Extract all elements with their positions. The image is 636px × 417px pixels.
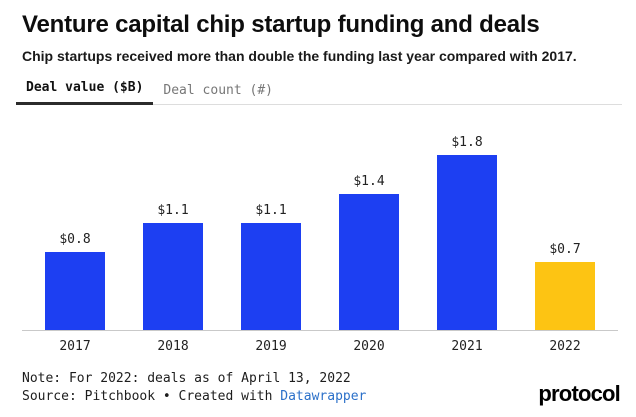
x-axis-label-2020: 2020 [353,339,385,354]
chart-note: Note: For 2022: deals as of April 13, 20… [22,371,351,386]
bar-value-label: $0.8 [59,232,91,247]
bar-2022[interactable] [534,262,596,330]
protocol-logo: protocol [538,381,620,406]
x-axis-label-2021: 2021 [451,339,483,354]
x-axis-label-2017: 2017 [59,339,91,354]
bar-column-2018: $1.1 [124,203,222,330]
x-axis-label-2019: 2019 [255,339,287,354]
x-axis-label-2018: 2018 [157,339,189,354]
tab-deal-value[interactable]: Deal value ($B) [16,75,154,105]
bar-column-2020: $1.4 [320,174,418,330]
bar-column-2021: $1.8 [418,135,516,330]
x-axis-label-2022: 2022 [549,339,581,354]
chart-footer: Note: For 2022: deals as of April 13, 20… [22,370,618,406]
chart-source: Source: Pitchbook • Created with Datawra… [22,388,618,406]
bar-2019[interactable] [240,223,302,330]
bar-2021[interactable] [436,155,498,330]
chart-subtitle: Chip startups received more than double … [22,48,577,64]
bar-value-label: $1.1 [157,203,189,218]
bar-value-label: $1.8 [451,135,483,150]
bar-2017[interactable] [44,252,106,330]
x-axis-labels: 2017 2018 2019 2020 2021 2022 [22,339,618,354]
bar-chart: $0.8 $1.1 $1.1 $1.4 $1.8 $0.7 [22,119,618,331]
datawrapper-link[interactable]: Datawrapper [280,389,367,404]
bar-column-2022: $0.7 [516,242,614,330]
source-text: Source: Pitchbook • Created with [22,389,281,404]
bar-column-2017: $0.8 [26,232,124,330]
bar-column-2019: $1.1 [222,203,320,330]
page-title: Venture capital chip startup funding and… [22,11,540,38]
bar-value-label: $0.7 [549,242,581,257]
bar-2020[interactable] [338,194,400,330]
tab-deal-count[interactable]: Deal count (#) [163,83,273,98]
bar-2018[interactable] [142,223,204,330]
bar-value-label: $1.1 [255,203,287,218]
bar-value-label: $1.4 [353,174,385,189]
tab-bar: Deal value ($B) Deal count (#) [16,75,622,105]
